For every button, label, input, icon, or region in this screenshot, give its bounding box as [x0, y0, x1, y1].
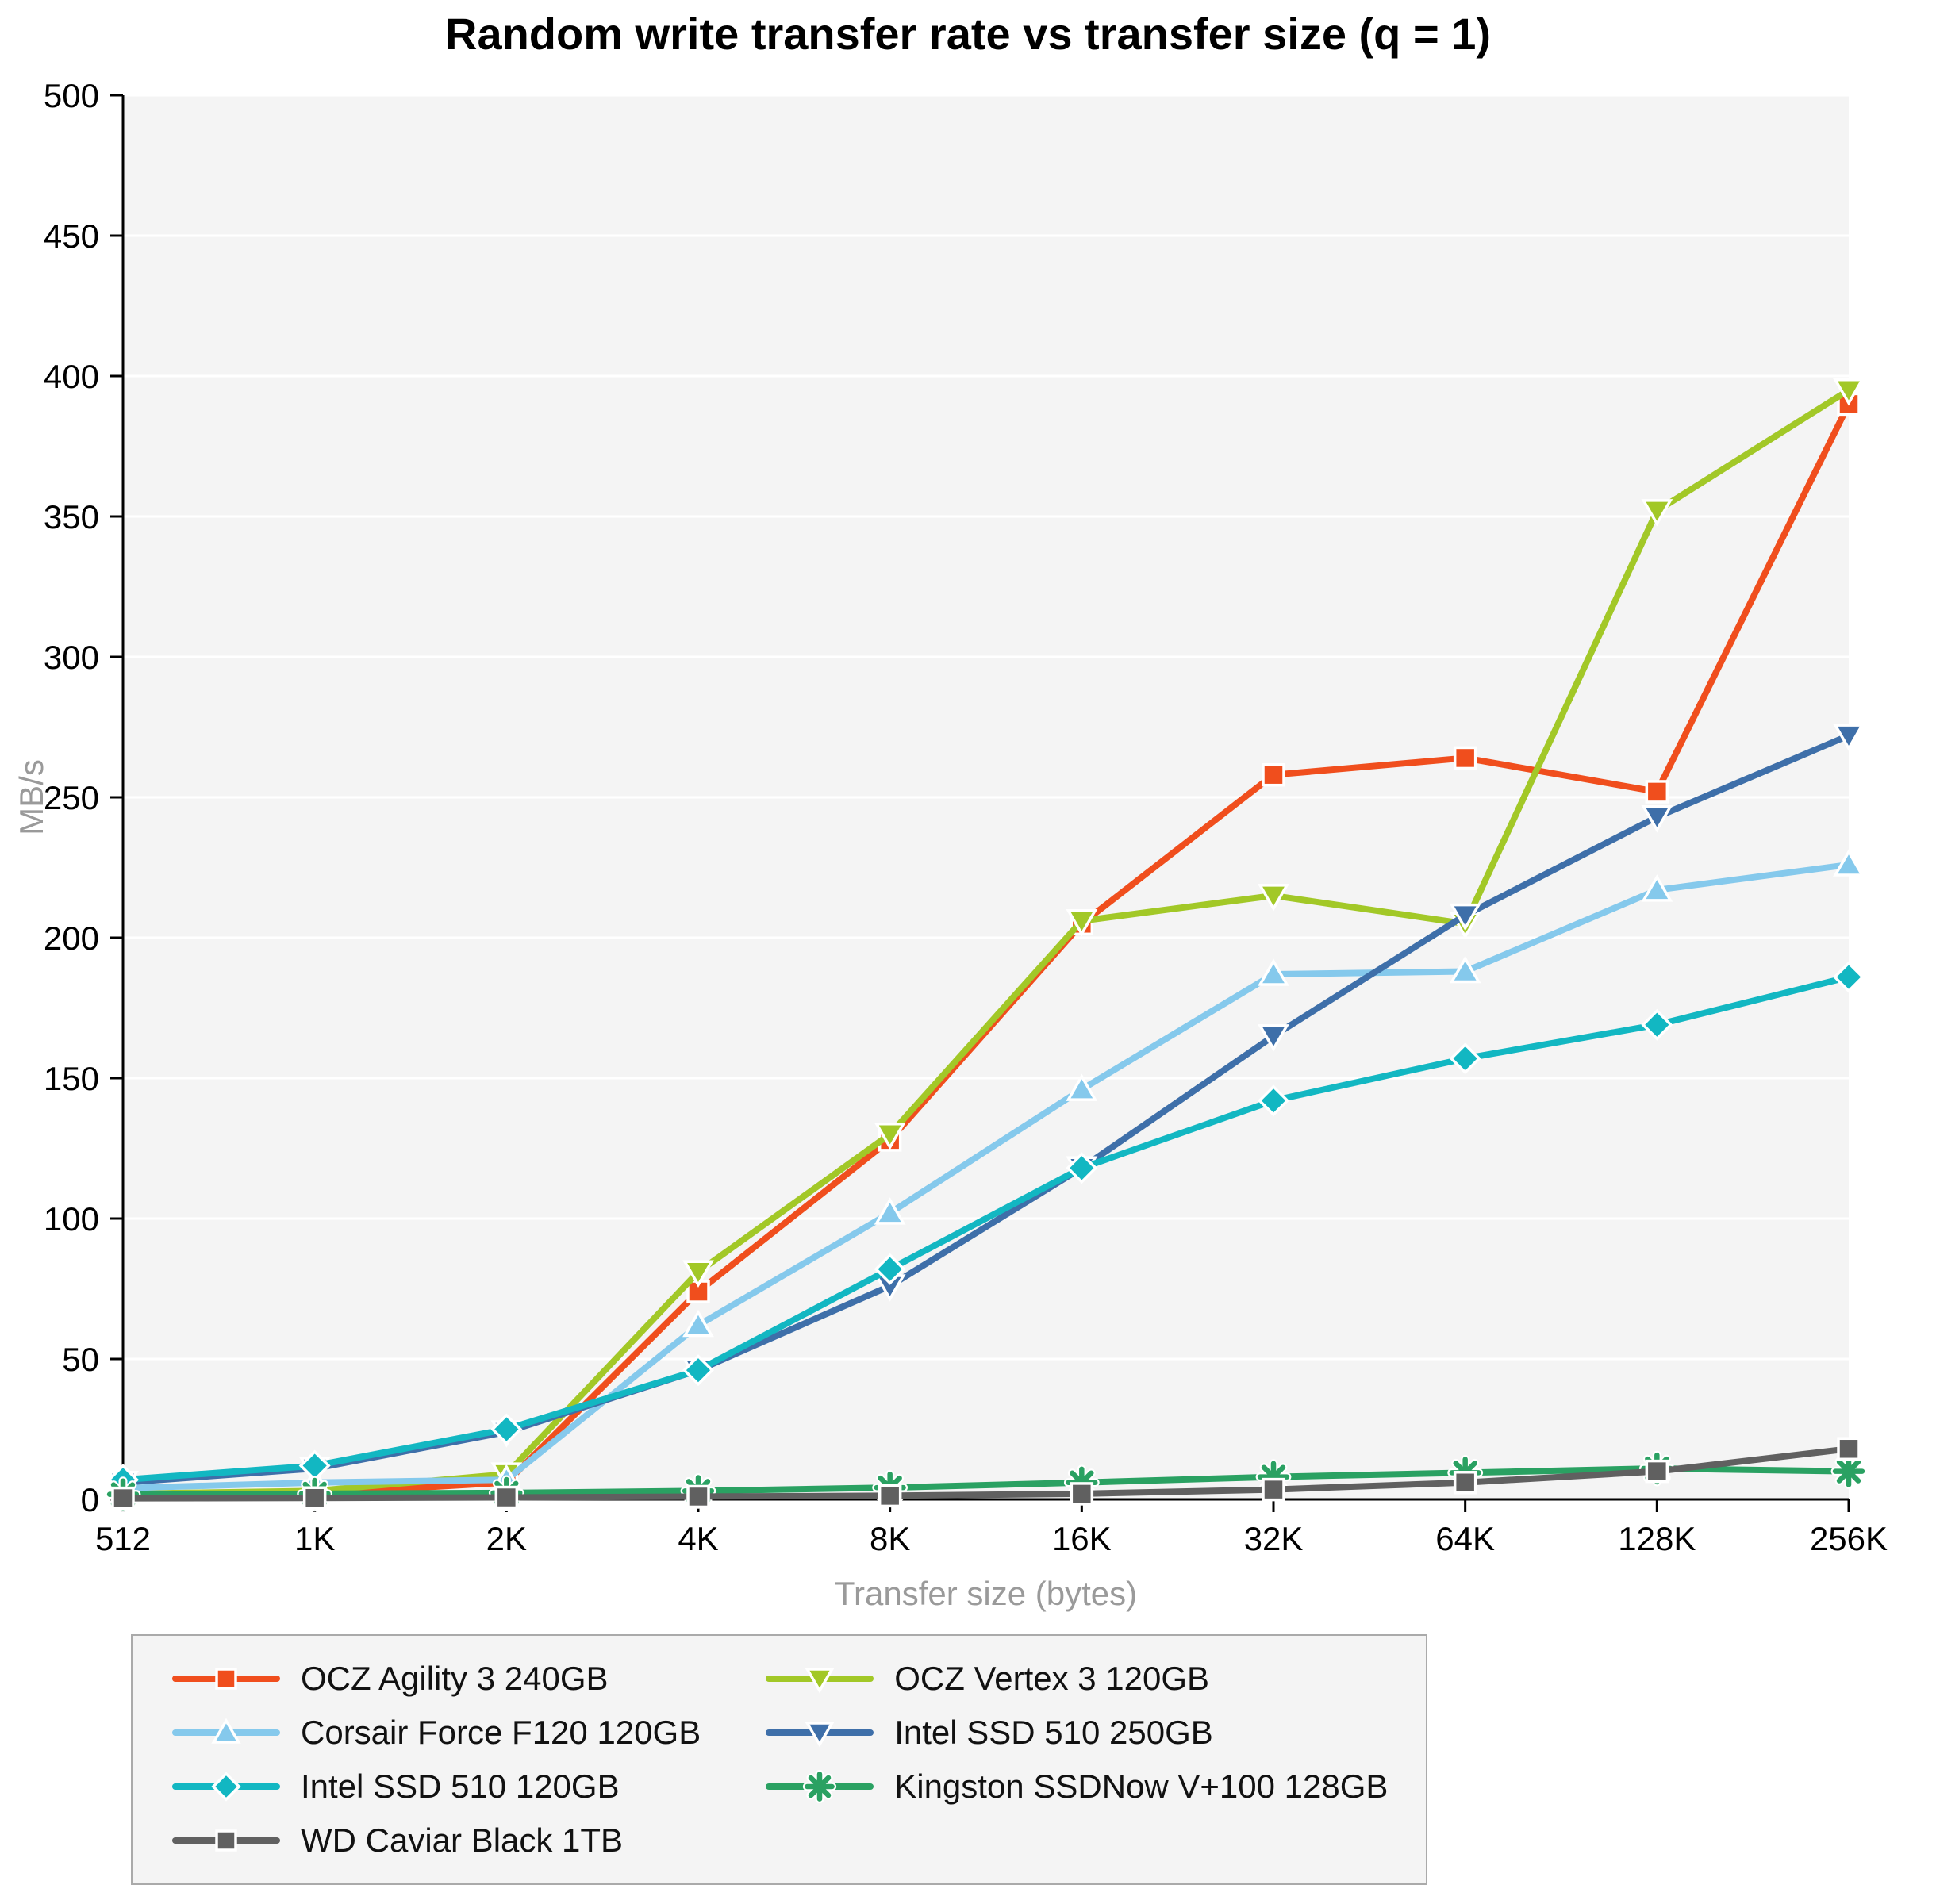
x-tick-label: 64K	[1435, 1520, 1495, 1557]
y-tick-label: 350	[44, 498, 99, 536]
series-marker	[1258, 1024, 1289, 1052]
y-tick-label: 0	[81, 1481, 99, 1518]
series-marker	[1645, 780, 1669, 804]
series-marker	[805, 1772, 835, 1802]
legend-item-label: Intel SSD 510 250GB	[894, 1714, 1213, 1751]
series-marker	[805, 1722, 835, 1748]
series-marker	[490, 1413, 523, 1445]
series-marker	[1258, 884, 1289, 912]
legend-item-label: OCZ Vertex 3 120GB	[894, 1660, 1210, 1697]
series-marker	[1262, 762, 1285, 787]
series-marker	[874, 1253, 906, 1285]
series-marker	[302, 1486, 327, 1510]
series-marker	[686, 1484, 710, 1509]
y-tick-label: 300	[44, 639, 99, 676]
series-marker	[1262, 1477, 1285, 1502]
x-tick-label: 128K	[1618, 1520, 1696, 1557]
legend-swatch	[172, 1668, 280, 1690]
series-marker	[1449, 1042, 1481, 1075]
series-marker	[1449, 955, 1481, 984]
series-marker	[1833, 378, 1865, 406]
series-marker	[682, 1260, 714, 1288]
series-marker	[1066, 1073, 1098, 1101]
x-axis-title: Transfer size (bytes)	[834, 1575, 1138, 1612]
legend-swatch	[172, 1718, 280, 1744]
series-markers	[106, 961, 1865, 1496]
series-marker	[494, 1485, 519, 1510]
series-marker	[1449, 903, 1481, 931]
series-marker	[1066, 1152, 1098, 1184]
series-marker	[215, 1829, 237, 1852]
x-tick-label: 256K	[1810, 1520, 1888, 1557]
y-tick-label: 250	[44, 779, 99, 816]
legend-item: Intel SSD 510 120GB	[171, 1766, 701, 1807]
legend-item: OCZ Vertex 3 120GB	[764, 1658, 1388, 1699]
y-tick-label: 150	[44, 1060, 99, 1097]
series-line	[120, 1445, 1852, 1502]
legend-swatch	[766, 1722, 874, 1748]
series-marker	[1258, 958, 1289, 986]
series-marker	[1641, 874, 1673, 902]
series-marker	[1641, 805, 1673, 833]
legend: OCZ Agility 3 240GB OCZ Vertex 3 120GB Cor…	[131, 1634, 1428, 1885]
legend-item-label: Intel SSD 510 120GB	[301, 1768, 620, 1805]
series-marker	[1833, 724, 1865, 751]
series-marker	[874, 1123, 906, 1150]
series-line	[120, 973, 1852, 1484]
x-tick-label: 32K	[1244, 1520, 1304, 1557]
legend-item-label: OCZ Agility 3 240GB	[301, 1660, 609, 1697]
y-tick-label: 50	[62, 1341, 99, 1378]
series-marker	[211, 1718, 241, 1744]
series-markers	[111, 1437, 1861, 1511]
series-marker	[874, 1197, 906, 1225]
series-marker	[1453, 1471, 1477, 1495]
y-tick-label: 200	[44, 919, 99, 957]
series-marker	[1833, 849, 1865, 877]
legend-swatch	[172, 1772, 280, 1802]
series-marker	[1257, 1084, 1290, 1117]
x-tick-label: 16K	[1052, 1520, 1112, 1557]
x-tick-label: 4K	[678, 1520, 718, 1557]
series-line	[120, 861, 1852, 1491]
y-tick-label: 100	[44, 1200, 99, 1238]
series-marker	[805, 1668, 835, 1694]
legend-swatch	[766, 1668, 874, 1694]
series-marker	[211, 1772, 241, 1802]
series-marker	[682, 1354, 715, 1387]
y-tick-label: 500	[44, 77, 99, 114]
legend-item-label: WD Caviar Black 1TB	[301, 1821, 624, 1859]
legend-item: Kingston SSDNow V+100 128GB	[764, 1766, 1388, 1807]
legend-swatch	[172, 1829, 280, 1852]
legend-item: Intel SSD 510 250GB	[764, 1712, 1388, 1753]
series-marker	[1066, 909, 1098, 937]
series-marker	[1641, 1008, 1673, 1041]
series-marker	[1453, 746, 1477, 770]
series-marker	[878, 1484, 902, 1508]
legend-item: Corsair Force F120 120GB	[171, 1712, 701, 1753]
series-marker	[1070, 1482, 1094, 1506]
x-tick-label: 512	[95, 1520, 151, 1557]
legend-item: WD Caviar Black 1TB	[171, 1820, 701, 1861]
legend-item-label: Kingston SSDNow V+100 128GB	[894, 1768, 1389, 1805]
y-axis-title: MB/s	[13, 759, 50, 835]
legend-item: OCZ Agility 3 240GB	[171, 1658, 701, 1699]
x-tick-label: 8K	[870, 1520, 910, 1557]
y-tick-label: 450	[44, 217, 99, 255]
chart-title: Random write transfer rate vs transfer s…	[445, 9, 1491, 59]
series-marker	[1645, 1459, 1669, 1484]
x-tick-label: 1K	[294, 1520, 335, 1557]
y-tick-label: 400	[44, 358, 99, 395]
series-marker	[682, 1309, 714, 1338]
series-marker	[215, 1668, 237, 1690]
series-marker	[1837, 1437, 1861, 1461]
legend-item-label: Corsair Force F120 120GB	[301, 1714, 701, 1751]
series-marker	[1832, 1455, 1865, 1488]
series-marker	[1832, 961, 1865, 993]
series-marker	[111, 1486, 135, 1511]
series-marker	[1641, 499, 1673, 527]
legend-swatch	[766, 1769, 874, 1804]
x-tick-label: 2K	[486, 1520, 527, 1557]
series-line	[120, 1465, 1852, 1498]
